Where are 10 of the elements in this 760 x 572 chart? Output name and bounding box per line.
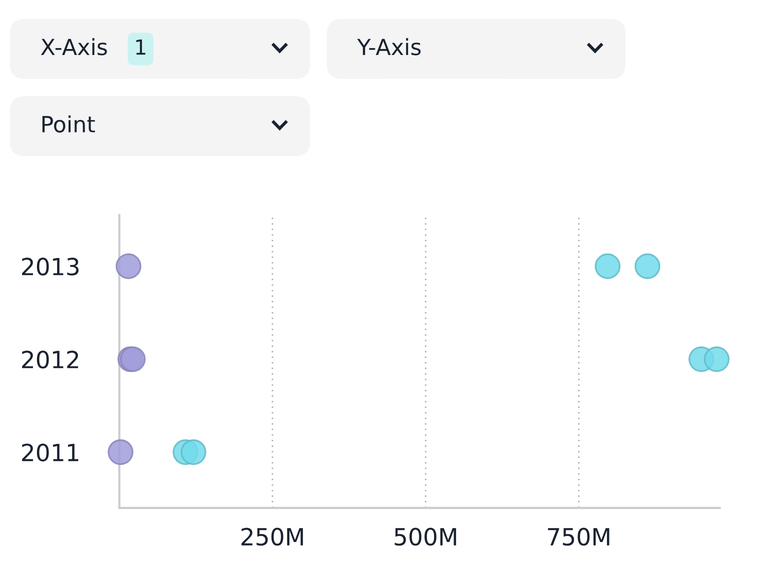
x-tick-label: 750M — [548, 528, 610, 546]
text: Point — [42, 115, 95, 133]
text: Y-Axis — [357, 38, 421, 56]
y-tick-label: 2012 — [22, 350, 78, 368]
x-tick-label: 500M — [394, 528, 456, 546]
y-tick-label: 2011 — [22, 444, 78, 462]
x-tick-label: 250M — [241, 528, 303, 546]
y-tick-label: 2013 — [22, 258, 79, 276]
text: 1 — [136, 39, 146, 55]
text: X-Axis — [40, 38, 107, 56]
